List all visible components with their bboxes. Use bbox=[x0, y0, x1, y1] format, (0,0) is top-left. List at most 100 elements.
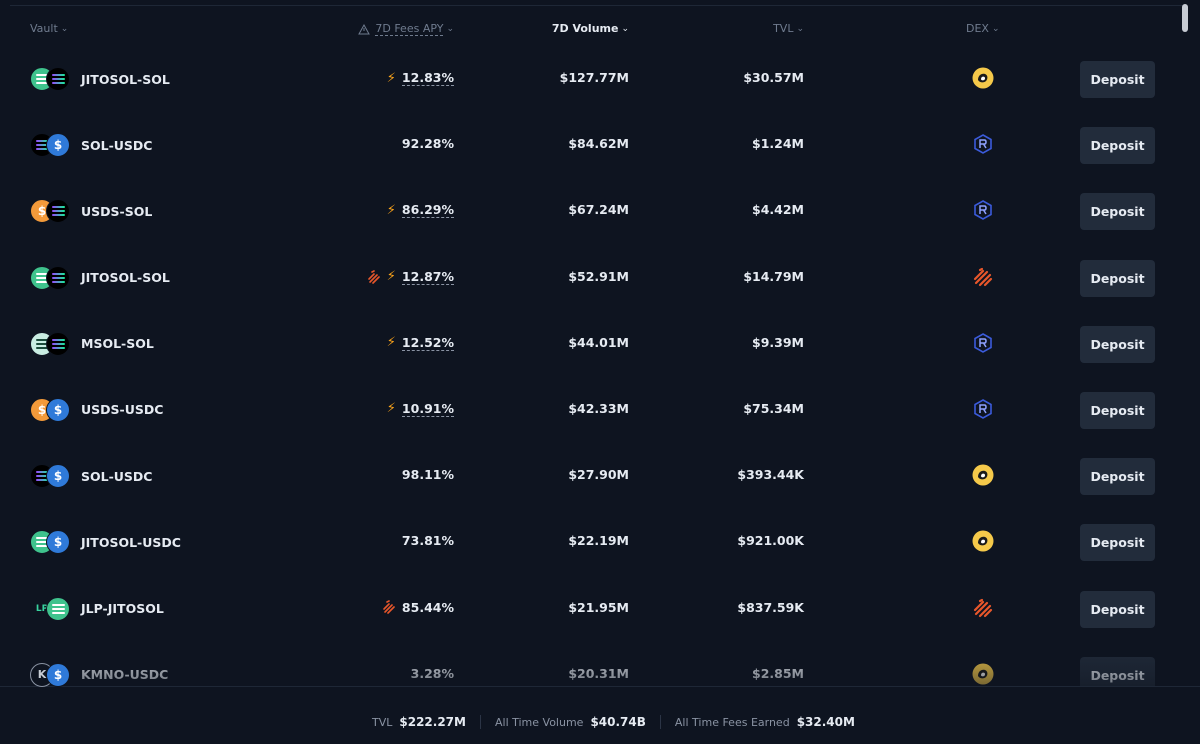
tvl-value: $2.85M bbox=[752, 665, 804, 681]
chevron-down-icon: ⌄ bbox=[60, 23, 69, 34]
divider bbox=[659, 715, 661, 729]
meteora-icon[interactable] bbox=[972, 597, 994, 619]
vault-pair: $ USDS-SOL bbox=[30, 199, 153, 224]
jitosol-token-icon bbox=[46, 596, 70, 621]
deposit-button[interactable]: Deposit bbox=[1080, 127, 1155, 165]
chevron-down-icon: ⌄ bbox=[621, 23, 629, 34]
vault-pair: JITOSOL-SOL bbox=[30, 67, 170, 91]
deposit-button[interactable]: Deposit bbox=[1080, 524, 1155, 562]
table-row[interactable]: JITOSOL-SOL ⚡ 12.83% $127.77M $30.57M Deposit bbox=[0, 46, 1180, 112]
lightning-bolt-icon: ⚡ bbox=[386, 70, 396, 86]
usdc-token-icon: $ bbox=[46, 464, 70, 489]
apy-value: 92.28% bbox=[401, 136, 454, 152]
apy-value[interactable]: 12.52% bbox=[401, 334, 454, 351]
header-tvl[interactable]: TVL ⌄ bbox=[773, 22, 804, 35]
token-pair-icons: $ bbox=[30, 530, 72, 555]
apy-value[interactable]: 12.87% bbox=[401, 268, 454, 285]
header-volume[interactable]: 7D Volume ⌄ bbox=[552, 22, 629, 35]
token-pair-icons: $ bbox=[30, 133, 72, 158]
apy-value[interactable]: 86.29% bbox=[401, 202, 454, 219]
footer-tvl-label: TVL bbox=[372, 715, 393, 729]
apy-cell: 92.28% bbox=[402, 136, 454, 151]
table-row[interactable]: JITOSOL-SOL ⚡ 12.87% $52.91M $14.79M Deposit bbox=[0, 245, 1180, 311]
meteora-icon[interactable] bbox=[972, 266, 994, 288]
vault-pair: $ SOL-USDC bbox=[30, 464, 152, 489]
orca-icon[interactable] bbox=[972, 464, 994, 486]
volume-value: $20.31M bbox=[568, 665, 629, 681]
lightning-bolt-icon: ⚡ bbox=[386, 202, 396, 218]
vault-pair: MSOL-SOL bbox=[30, 331, 154, 356]
deposit-button[interactable]: Deposit bbox=[1080, 458, 1155, 496]
raydium-icon[interactable] bbox=[972, 332, 994, 354]
vault-name: SOL-USDC bbox=[81, 137, 153, 153]
raydium-icon[interactable] bbox=[972, 199, 994, 221]
table-row[interactable]: $ USDS-SOL ⚡ 86.29% $67.24M $4.42M Deposit bbox=[0, 178, 1180, 244]
raydium-icon[interactable] bbox=[972, 398, 994, 420]
kmno-token-glyph: K bbox=[37, 668, 47, 682]
deposit-button[interactable]: Deposit bbox=[1080, 325, 1155, 363]
apy-cell: ⚡ 12.52% bbox=[387, 335, 454, 351]
scrollbar-thumb[interactable] bbox=[1182, 4, 1188, 32]
tvl-value: $921.00K bbox=[737, 533, 804, 549]
usdc-token-glyph: $ bbox=[53, 667, 63, 682]
vault-name: JITOSOL-USDC bbox=[81, 534, 181, 550]
orca-icon[interactable] bbox=[972, 663, 994, 685]
token-pair-icons bbox=[30, 265, 72, 290]
deposit-button[interactable]: Deposit bbox=[1080, 61, 1155, 98]
vault-name: JITOSOL-SOL bbox=[81, 71, 170, 87]
orca-icon[interactable] bbox=[972, 67, 994, 89]
header-dex[interactable]: DEX ⌄ bbox=[966, 22, 1000, 35]
volume-value: $27.90M bbox=[568, 467, 629, 483]
table-row[interactable]: $ SOL-USDC 98.11% $27.90M $393.44K Deposit bbox=[0, 443, 1180, 509]
apy-value: 85.44% bbox=[401, 599, 454, 615]
deposit-button[interactable]: Deposit bbox=[1080, 193, 1155, 231]
vault-pair: $ $ USDS-USDC bbox=[30, 397, 164, 422]
token-pair-icons: $ bbox=[30, 199, 72, 224]
sol-token-icon bbox=[46, 331, 70, 356]
footer-tvl-value: $222.27M bbox=[399, 715, 466, 729]
lightning-bolt-icon: ⚡ bbox=[386, 269, 396, 285]
apy-value[interactable]: 10.91% bbox=[401, 400, 454, 417]
tvl-value: $393.44K bbox=[737, 467, 804, 483]
token-pair-icons: $ bbox=[30, 464, 72, 489]
usdc-token-glyph: $ bbox=[53, 402, 63, 417]
footer-fees-value: $32.40M bbox=[796, 715, 855, 729]
raydium-icon[interactable] bbox=[972, 133, 994, 155]
header-vault-label: Vault bbox=[30, 22, 58, 35]
table-row[interactable]: $ $ USDS-USDC ⚡ 10.91% $42.33M $75.34M Deposit bbox=[0, 377, 1180, 443]
chevron-down-icon: ⌄ bbox=[796, 23, 804, 34]
header-tvl-label: TVL bbox=[773, 22, 794, 35]
token-pair-icons: $ $ bbox=[30, 397, 72, 422]
vault-name: JITOSOL-SOL bbox=[81, 270, 170, 286]
apy-cell: ⚡ 12.83% bbox=[387, 70, 454, 86]
footer-volume-value: $40.74B bbox=[590, 715, 646, 729]
warning-icon bbox=[358, 23, 371, 34]
divider bbox=[479, 715, 481, 729]
table-row[interactable]: MSOL-SOL ⚡ 12.52% $44.01M $9.39M Deposit bbox=[0, 311, 1180, 377]
meteora-icon bbox=[383, 600, 395, 614]
vault-name: USDS-SOL bbox=[81, 203, 153, 219]
deposit-button[interactable]: Deposit bbox=[1080, 391, 1155, 429]
usdc-token-glyph: $ bbox=[53, 535, 63, 550]
volume-value: $42.33M bbox=[568, 400, 629, 416]
apy-value[interactable]: 12.83% bbox=[401, 70, 454, 86]
orca-icon[interactable] bbox=[972, 530, 994, 552]
table-row[interactable]: $ JITOSOL-USDC 73.81% $22.19M $921.00K Deposi… bbox=[0, 509, 1180, 575]
table-row[interactable]: $ SOL-USDC 92.28% $84.62M $1.24M Deposit bbox=[0, 112, 1180, 178]
usdc-token-icon: $ bbox=[46, 662, 70, 687]
header-vault[interactable]: Vault ⌄ bbox=[30, 22, 68, 35]
top-divider bbox=[10, 5, 1186, 6]
jlp-token-glyph: LP bbox=[35, 603, 49, 614]
token-pair-icons: K $ bbox=[30, 662, 72, 687]
vault-name: USDS-USDC bbox=[81, 402, 164, 418]
deposit-button[interactable]: Deposit bbox=[1080, 259, 1155, 297]
header-apy[interactable]: 7D Fees APY ⌄ bbox=[358, 22, 454, 36]
tvl-value: $75.34M bbox=[743, 400, 804, 416]
tvl-value: $1.24M bbox=[752, 136, 804, 152]
vault-pair: JITOSOL-SOL bbox=[30, 265, 170, 290]
vault-pair: $ SOL-USDC bbox=[30, 133, 153, 158]
table-row[interactable]: LP JLP-JITOSOL 85.44% $21.95M $837.59K Deposi… bbox=[0, 576, 1180, 642]
usdc-token-icon: $ bbox=[46, 133, 70, 158]
header-dex-label: DEX bbox=[966, 22, 989, 35]
deposit-button[interactable]: Deposit bbox=[1080, 590, 1155, 628]
